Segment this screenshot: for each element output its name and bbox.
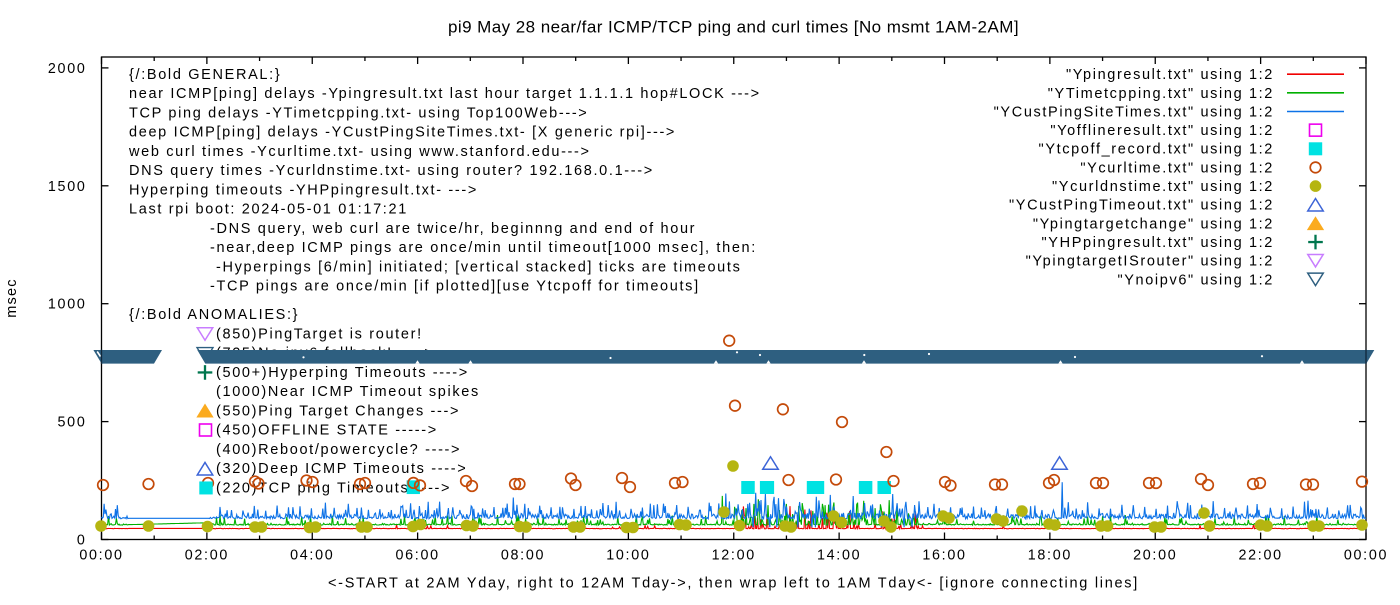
svg-text:16:00: 16:00 bbox=[922, 547, 966, 563]
svg-text:-TCP pings are once/min [if pl: -TCP pings are once/min [if plotted][use… bbox=[210, 279, 700, 295]
svg-text:(450)OFFLINE STATE ----->: (450)OFFLINE STATE -----> bbox=[216, 423, 438, 439]
svg-text:08:00: 08:00 bbox=[501, 547, 545, 563]
svg-text:"Ytcpoff_record.txt" using 1:2: "Ytcpoff_record.txt" using 1:2 bbox=[1039, 142, 1274, 158]
svg-text:12:00: 12:00 bbox=[712, 547, 756, 563]
svg-text:(500+)Hyperping Timeouts ---->: (500+)Hyperping Timeouts ----> bbox=[216, 365, 469, 381]
svg-text:-near,deep ICMP pings are once: -near,deep ICMP pings are once/min until… bbox=[210, 240, 757, 256]
svg-text:0: 0 bbox=[77, 533, 87, 549]
svg-text:"YpingtargetISrouter" using 1:: "YpingtargetISrouter" using 1:2 bbox=[1026, 254, 1274, 270]
svg-text:(1000)Near ICMP Timeout spikes: (1000)Near ICMP Timeout spikes bbox=[216, 384, 480, 400]
svg-text:"Ycurldnstime.txt" using 1:2: "Ycurldnstime.txt" using 1:2 bbox=[1052, 179, 1274, 195]
svg-text:20:00: 20:00 bbox=[1133, 547, 1177, 563]
svg-text:"YCustPingSiteTimes.txt" using: "YCustPingSiteTimes.txt" using 1:2 bbox=[994, 104, 1274, 120]
svg-text:{/:Bold ANOMALIES:}: {/:Bold ANOMALIES:} bbox=[129, 307, 299, 323]
svg-text:(320)Deep ICMP Timeouts ---->: (320)Deep ICMP Timeouts ----> bbox=[216, 461, 467, 477]
svg-text:"YHPpingresult.txt" using 1:2: "YHPpingresult.txt" using 1:2 bbox=[1042, 235, 1274, 251]
svg-text:"Ycurltime.txt" using 1:2: "Ycurltime.txt" using 1:2 bbox=[1080, 160, 1274, 176]
svg-text:web curl times -Ycurltime.txt-: web curl times -Ycurltime.txt- using www… bbox=[128, 144, 591, 160]
svg-text:1500: 1500 bbox=[48, 179, 87, 195]
svg-text:500: 500 bbox=[58, 415, 87, 431]
svg-text:10:00: 10:00 bbox=[606, 547, 650, 563]
svg-text:(400)Reboot/powercycle? ---->: (400)Reboot/powercycle? ----> bbox=[216, 442, 461, 458]
svg-text:"Ypingtargetchange" using 1:2: "Ypingtargetchange" using 1:2 bbox=[1033, 216, 1274, 232]
svg-text:04:00: 04:00 bbox=[290, 547, 334, 563]
svg-text:"YCustPingTimeout.txt" using 1: "YCustPingTimeout.txt" using 1:2 bbox=[1009, 198, 1274, 214]
svg-text:deep ICMP[ping] delays -YCustP: deep ICMP[ping] delays -YCustPingSiteTim… bbox=[129, 125, 676, 141]
svg-text:22:00: 22:00 bbox=[1238, 547, 1282, 563]
svg-text:2000: 2000 bbox=[48, 61, 87, 77]
svg-text:TCP ping delays -YTimetcpping.: TCP ping delays -YTimetcpping.txt- using… bbox=[129, 105, 588, 121]
svg-text:msec: msec bbox=[4, 278, 20, 317]
svg-text:-Hyperpings [6/min] initiated;: -Hyperpings [6/min] initiated; [vertical… bbox=[216, 259, 742, 275]
svg-text:"YTimetcpping.txt" using 1:2: "YTimetcpping.txt" using 1:2 bbox=[1048, 86, 1274, 102]
svg-text:pi9 May 28 near/far ICMP/TCP: pi9 May 28 near/far ICMP/TCP ping and cu… bbox=[448, 18, 1019, 37]
svg-text:DNS query times -Ycurldnstime.: DNS query times -Ycurldnstime.txt- using… bbox=[129, 163, 654, 179]
svg-text:"Ynoipv6" using 1:2: "Ynoipv6" using 1:2 bbox=[1117, 272, 1274, 288]
svg-text:1000: 1000 bbox=[48, 297, 87, 313]
svg-text:(550)Ping Target Changes --->: (550)Ping Target Changes ---> bbox=[216, 403, 460, 419]
svg-text:-DNS query, web curl are twice: -DNS query, web curl are twice/hr, begin… bbox=[210, 221, 696, 237]
svg-text:Hyperping timeouts -YHPpingres: Hyperping timeouts -YHPpingresult.txt- -… bbox=[129, 182, 478, 198]
svg-text:18:00: 18:00 bbox=[1028, 547, 1072, 563]
svg-text:00:00: 00:00 bbox=[1344, 547, 1388, 563]
svg-text:Last rpi boot: 2024-05-01 01:1: Last rpi boot: 2024-05-01 01:17:21 bbox=[129, 202, 408, 218]
svg-text:<-START at 2AM Yday, right to: <-START at 2AM Yday, right to 12AM Tday-… bbox=[328, 576, 1139, 592]
svg-text:02:00: 02:00 bbox=[185, 547, 229, 563]
svg-text:(220)TCP ping Timeouts ---->: (220)TCP ping Timeouts ----> bbox=[216, 480, 451, 496]
svg-text:"Yofflineresult.txt" using 1:2: "Yofflineresult.txt" using 1:2 bbox=[1050, 123, 1274, 139]
svg-text:"Ypingresult.txt" using 1:2: "Ypingresult.txt" using 1:2 bbox=[1066, 67, 1274, 83]
svg-text:00:00: 00:00 bbox=[79, 547, 123, 563]
svg-text:near ICMP[ping] delays -Ypingr: near ICMP[ping] delays -Ypingresult.txt … bbox=[129, 86, 761, 102]
svg-text:(850)PingTarget is router!: (850)PingTarget is router! bbox=[216, 326, 423, 342]
svg-text:06:00: 06:00 bbox=[395, 547, 439, 563]
svg-text:14:00: 14:00 bbox=[817, 547, 861, 563]
svg-text:{/:Bold GENERAL:}: {/:Bold GENERAL:} bbox=[129, 67, 281, 83]
